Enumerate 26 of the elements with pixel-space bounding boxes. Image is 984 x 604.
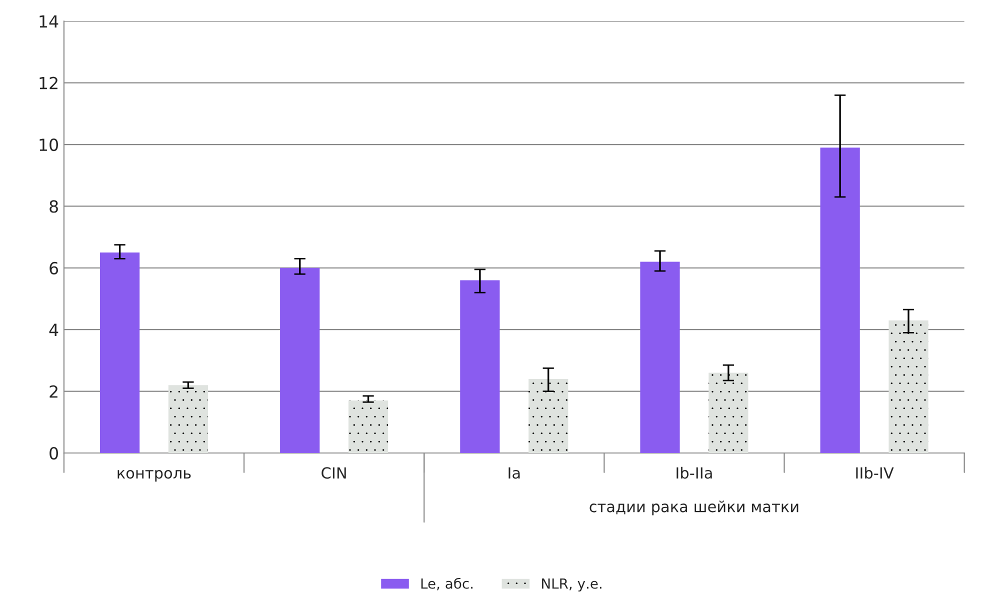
bar [528,378,568,453]
x-tick-label: Ia [508,467,520,479]
y-tick-label: 6 [50,262,58,274]
y-tick-label: 14 [40,15,58,28]
y-tick-label: 8 [50,200,58,213]
legend-label: Le, абс. [421,578,473,590]
x-tick-label: IIb-IV [856,466,894,479]
x-tick-label: Ib-IIa [676,466,712,479]
bar [820,148,860,453]
legend-label: NLR, у.е. [542,578,602,592]
y-tick-label: 4 [49,324,58,336]
y-tick-label: 2 [50,385,58,398]
bar [708,372,748,453]
text: стадии рака шейки матки [590,500,798,516]
y-tick-label: 0 [50,446,58,460]
bar [640,262,680,453]
x-tick-label: CIN [322,467,346,479]
y-tick-label: 12 [40,76,58,90]
y-tick-label: 10 [40,138,58,152]
bar [348,400,388,453]
bar [100,252,140,453]
bar [460,280,500,453]
x-tick-label: контроль [118,470,191,482]
bar [888,320,928,453]
bar [280,268,320,453]
bar [168,385,208,453]
